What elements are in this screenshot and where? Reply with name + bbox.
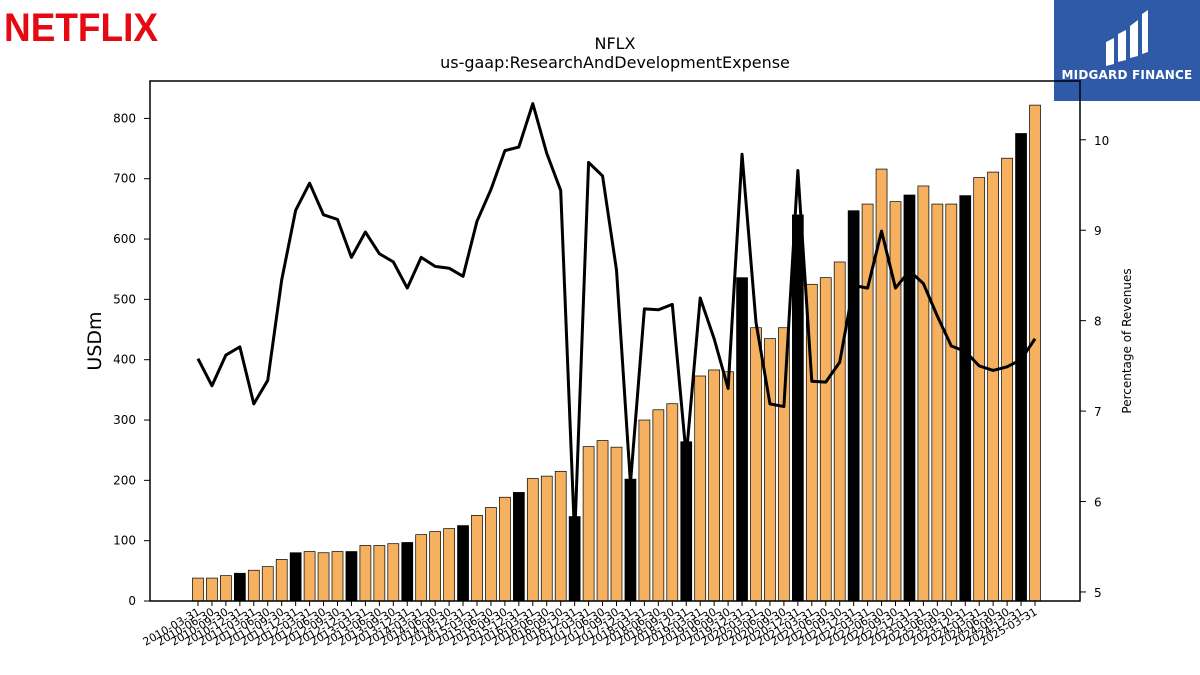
midgard-finance-brand: MIDGARD FINANCE <box>1061 68 1193 82</box>
bar <box>1029 104 1041 602</box>
bar <box>791 214 804 602</box>
bar <box>680 441 693 602</box>
bar <box>722 371 734 602</box>
bar <box>303 551 316 602</box>
bar <box>317 552 330 602</box>
bar <box>582 446 595 602</box>
bar <box>220 575 232 602</box>
bar <box>289 552 302 602</box>
bar <box>624 478 637 602</box>
bar <box>247 569 260 602</box>
bar <box>708 369 721 602</box>
midgard-finance-logo: MIDGARD FINANCE <box>1054 0 1200 101</box>
bar <box>610 446 623 602</box>
bar <box>945 203 958 602</box>
chart-subtitle: us-gaap:ResearchAndDevelopmentExpense <box>440 53 790 72</box>
y2-axis-label: Percentage of Revenues <box>1120 268 1134 413</box>
y2-tick-label: 7 <box>1094 405 1102 419</box>
bar <box>234 572 246 602</box>
bar <box>331 551 344 602</box>
bar <box>638 419 651 602</box>
bar <box>457 525 469 602</box>
y-tick-label: 0 <box>128 594 136 608</box>
y2-tick-label: 10 <box>1094 134 1109 148</box>
bar <box>1001 157 1013 602</box>
y-tick-label: 800 <box>113 111 136 125</box>
bar <box>694 375 707 602</box>
bar <box>540 475 553 602</box>
bar <box>736 277 748 602</box>
bar <box>485 507 497 602</box>
bar <box>778 327 790 602</box>
bar <box>750 327 762 602</box>
line-series <box>196 102 1037 540</box>
bar <box>471 514 483 602</box>
bar <box>833 261 846 602</box>
y2-tick-label: 9 <box>1094 224 1102 238</box>
bar <box>861 203 874 602</box>
midgard-logo-icon <box>1106 10 1148 66</box>
y-tick-label: 200 <box>113 473 136 487</box>
y-tick-label: 300 <box>113 413 136 427</box>
bar <box>429 531 441 602</box>
y2-tick-label: 8 <box>1094 315 1102 329</box>
bar <box>526 478 539 602</box>
bar <box>192 577 204 602</box>
bar <box>373 545 386 602</box>
bar <box>889 201 902 602</box>
y-axis-right: 5 6 7 8 9 10 <box>1080 134 1109 600</box>
bar <box>917 185 930 602</box>
y-tick-label: 700 <box>113 172 136 186</box>
bar <box>1015 133 1027 602</box>
bar <box>847 210 860 602</box>
x-axis: 2010-03-312010-06-302010-09-302010-12-31… <box>141 601 1040 649</box>
y-tick-label: 100 <box>113 534 136 548</box>
bar <box>275 559 288 602</box>
y2-tick-label: 6 <box>1094 496 1102 510</box>
bar <box>261 566 274 602</box>
chart-title: NFLX <box>594 34 635 53</box>
bar <box>443 528 455 602</box>
bar <box>652 409 665 602</box>
bar <box>819 277 832 602</box>
bar <box>931 203 944 602</box>
bar <box>903 194 916 602</box>
bar-series <box>192 104 1041 602</box>
bar <box>554 470 567 602</box>
y-tick-label: 600 <box>113 232 136 246</box>
bar <box>959 195 972 602</box>
bar <box>973 177 986 602</box>
bar <box>415 534 428 602</box>
bar <box>499 496 511 602</box>
y-axis-left: 0 100 200 300 400 500 600 700 800 <box>113 111 150 608</box>
y-tick-label: 500 <box>113 292 136 306</box>
revenue-percentage-line <box>196 102 1037 540</box>
bar <box>359 545 372 602</box>
bar <box>512 492 525 602</box>
netflix-logo: NETFLIX <box>0 0 165 52</box>
bar <box>987 171 1000 602</box>
y2-tick-label: 5 <box>1094 586 1102 600</box>
bar <box>666 403 679 602</box>
bar <box>596 440 609 602</box>
bar <box>387 543 400 602</box>
netflix-logo-text: NETFLIX <box>4 6 158 50</box>
bar <box>345 551 358 602</box>
y-tick-label: 400 <box>113 353 136 367</box>
bar <box>206 577 218 602</box>
plot-frame <box>149 80 1081 602</box>
y-axis-label: USDm <box>84 311 106 370</box>
bar <box>401 542 414 602</box>
